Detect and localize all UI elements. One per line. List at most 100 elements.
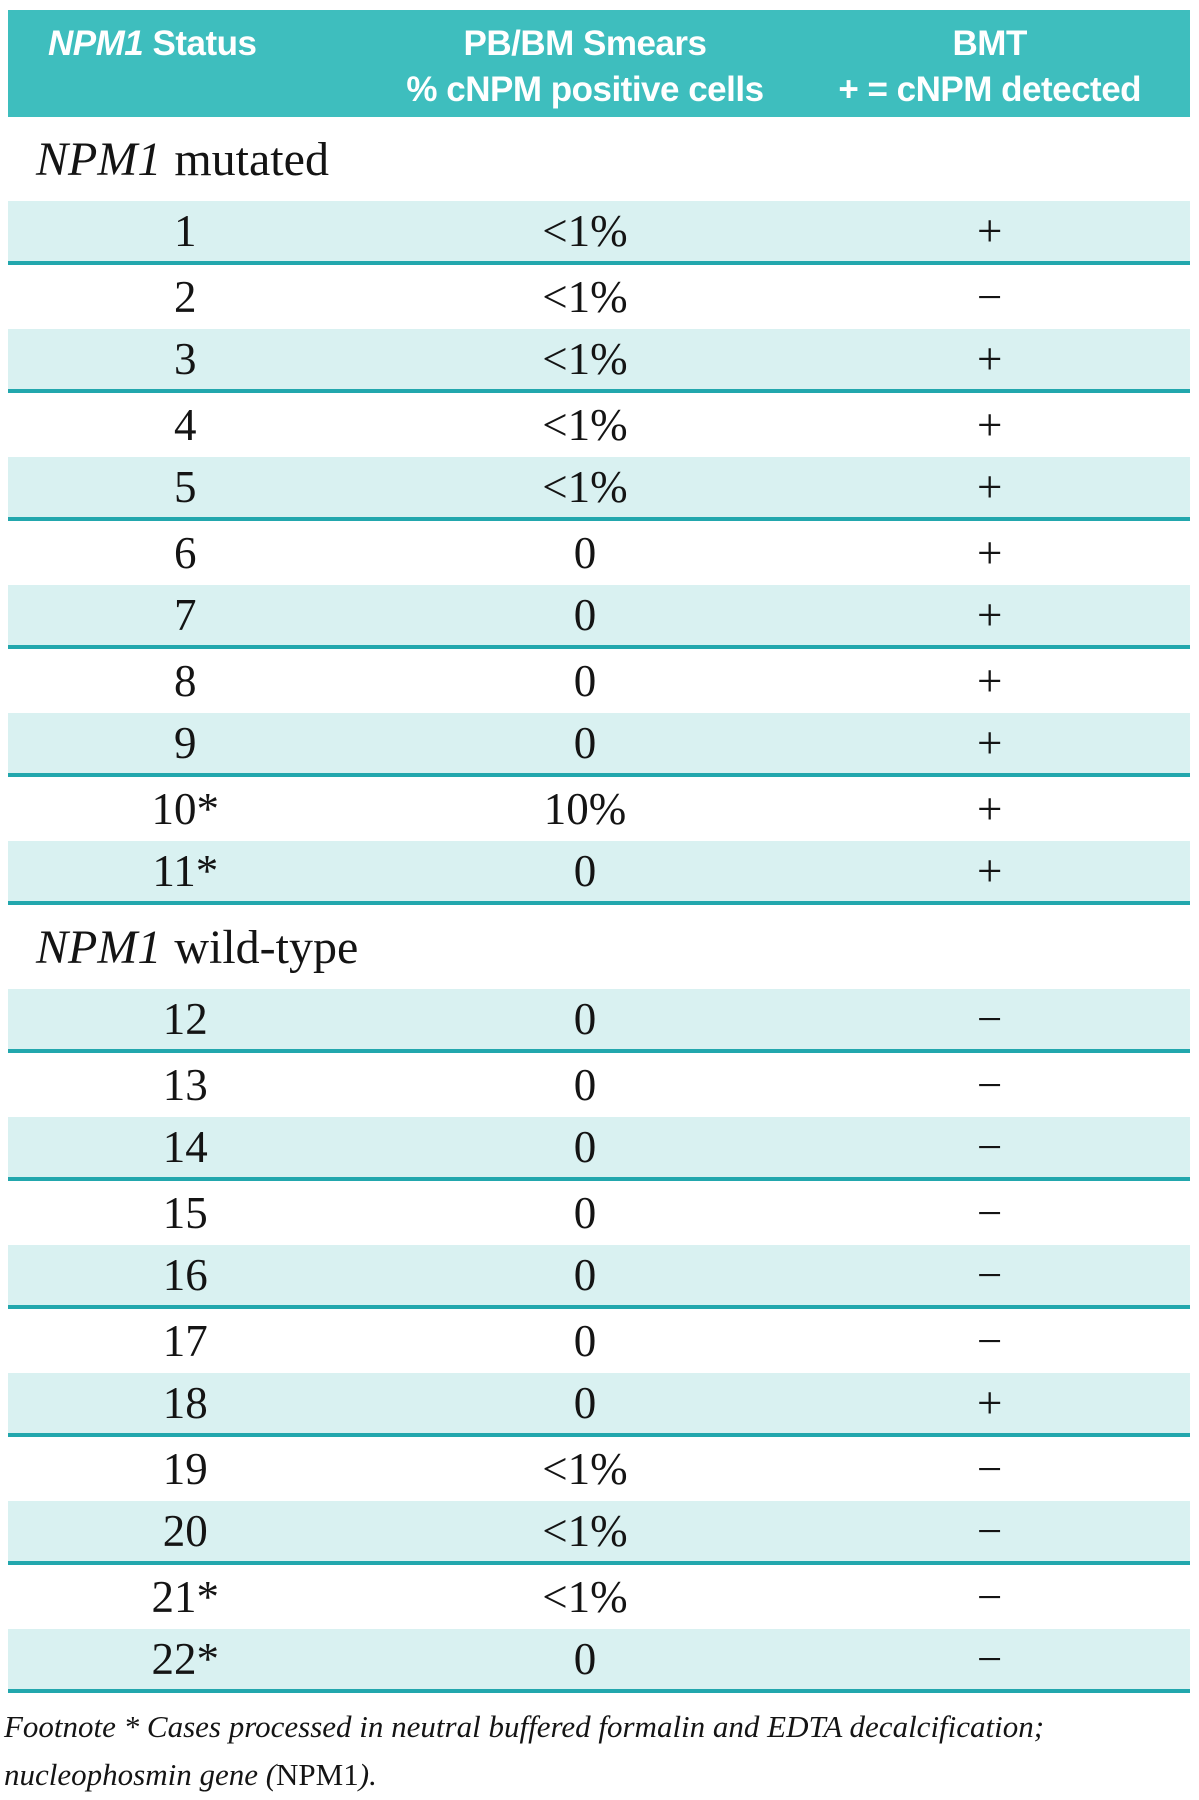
table-row: 20 <1% − xyxy=(8,1501,1190,1565)
table-row: 12 0 − xyxy=(8,989,1190,1053)
smear-percent-cell: 0 xyxy=(573,1250,597,1300)
smear-percent-cell: 10% xyxy=(543,784,627,834)
row-id-cell: 4 xyxy=(174,400,197,450)
row-id-cell: 7 xyxy=(174,590,197,640)
row-id-cell: 13 xyxy=(162,1060,208,1110)
row-id-cell: 14 xyxy=(162,1122,208,1172)
table-row: 11* 0 + xyxy=(8,841,1190,905)
smear-percent-cell: <1% xyxy=(542,462,628,512)
smear-percent-cell: <1% xyxy=(542,400,628,450)
row-id-cell: 15 xyxy=(162,1188,208,1238)
header-col-status: NPM1 Status xyxy=(8,10,363,117)
table-row: 6 0 + xyxy=(8,521,1190,585)
smear-percent-cell: 0 xyxy=(573,528,597,578)
table-row: 21* <1% − xyxy=(8,1565,1190,1629)
footnote-line-1: Footnote * Cases processed in neutral bu… xyxy=(4,1703,1190,1751)
bmt-result-cell: − xyxy=(976,1316,1003,1366)
bmt-result-cell: − xyxy=(976,1250,1003,1300)
smear-percent-cell: 0 xyxy=(573,1316,597,1366)
gene-name: NPM1 xyxy=(36,132,162,186)
row-id-cell: 3 xyxy=(174,334,197,384)
column-subtitle: % cNPM positive cells xyxy=(406,70,764,109)
bmt-result-cell: + xyxy=(976,334,1003,384)
column-subtitle: + = cNPM detected xyxy=(838,70,1142,109)
smear-percent-cell: <1% xyxy=(542,1444,628,1494)
row-id-cell: 5 xyxy=(174,462,197,512)
row-id-cell: 17 xyxy=(162,1316,208,1366)
table-row: 1 <1% + xyxy=(8,201,1190,265)
column-title: BMT xyxy=(952,24,1028,63)
row-id-cell: 16 xyxy=(162,1250,208,1300)
footnote-text: ). xyxy=(358,1757,377,1792)
table-row: 9 0 + xyxy=(8,713,1190,777)
bmt-result-cell: − xyxy=(976,1122,1003,1172)
column-title: NPM1 Status xyxy=(48,21,363,67)
row-id-cell: 20 xyxy=(162,1506,208,1556)
smear-percent-cell: <1% xyxy=(542,272,628,322)
bmt-result-cell: − xyxy=(976,272,1003,322)
table-body: NPM1 mutated 1 <1% +2 <1% −3 <1% +4 <1% +5 <1% +6 0 +7… xyxy=(8,117,1190,1693)
smear-percent-cell: 0 xyxy=(573,656,597,706)
row-id-cell: 21* xyxy=(151,1572,220,1622)
bmt-result-cell: − xyxy=(976,1506,1003,1556)
row-id-cell: 2 xyxy=(174,272,197,322)
table-row: 4 <1% + xyxy=(8,393,1190,457)
section-title: NPM1 mutated xyxy=(8,117,1190,201)
table-row: 19 <1% − xyxy=(8,1437,1190,1501)
table-row: 5 <1% + xyxy=(8,457,1190,521)
smear-percent-cell: 0 xyxy=(573,1122,597,1172)
smear-percent-cell: 0 xyxy=(573,1188,597,1238)
bmt-result-cell: − xyxy=(976,994,1003,1044)
smear-percent-cell: 0 xyxy=(573,1378,597,1428)
bmt-result-cell: + xyxy=(976,656,1003,706)
bmt-result-cell: − xyxy=(976,1634,1003,1684)
row-id-cell: 11* xyxy=(152,846,219,896)
bmt-result-cell: + xyxy=(976,590,1003,640)
bmt-result-cell: − xyxy=(976,1188,1003,1238)
bmt-result-cell: + xyxy=(976,462,1003,512)
footnote-text: Footnote * Cases processed in neutral bu… xyxy=(4,1709,1045,1744)
table-row: 13 0 − xyxy=(8,1053,1190,1117)
smear-percent-cell: 0 xyxy=(573,1634,597,1684)
footnote-text: nucleophosmin gene ( xyxy=(4,1757,277,1792)
table-figure: NPM1 Status PB/BM Smears % cNPM positive… xyxy=(4,10,1190,1799)
table-row: 2 <1% − xyxy=(8,265,1190,329)
smear-percent-cell: 0 xyxy=(573,590,597,640)
header-col-smears: PB/BM Smears % cNPM positive cells xyxy=(363,10,836,117)
smear-percent-cell: 0 xyxy=(573,718,597,768)
bmt-result-cell: − xyxy=(976,1572,1003,1622)
section-label: mutated xyxy=(174,132,329,186)
table-row: 8 0 + xyxy=(8,649,1190,713)
bmt-result-cell: + xyxy=(976,846,1003,896)
row-id-cell: 12 xyxy=(162,994,208,1044)
gene-name: NPM1 xyxy=(48,24,144,63)
bmt-result-cell: + xyxy=(976,528,1003,578)
bmt-result-cell: + xyxy=(976,206,1003,256)
table-row: 17 0 − xyxy=(8,1309,1190,1373)
table-row: 14 0 − xyxy=(8,1117,1190,1181)
section-label: wild-type xyxy=(174,920,359,974)
row-id-cell: 22* xyxy=(151,1634,220,1684)
bmt-result-cell: + xyxy=(976,400,1003,450)
section-title: NPM1 wild-type xyxy=(8,905,1190,989)
smear-percent-cell: 0 xyxy=(573,1060,597,1110)
row-id-cell: 9 xyxy=(174,718,197,768)
table-header: NPM1 Status PB/BM Smears % cNPM positive… xyxy=(8,10,1190,117)
smear-percent-cell: <1% xyxy=(542,206,628,256)
table-row: 15 0 − xyxy=(8,1181,1190,1245)
row-id-cell: 19 xyxy=(162,1444,208,1494)
table-row: 16 0 − xyxy=(8,1245,1190,1309)
table-row: 10* 10% + xyxy=(8,777,1190,841)
bmt-result-cell: + xyxy=(976,1378,1003,1428)
row-id-cell: 18 xyxy=(162,1378,208,1428)
smear-percent-cell: <1% xyxy=(542,1572,628,1622)
smear-percent-cell: <1% xyxy=(542,1506,628,1556)
header-col-bmt: BMT + = cNPM detected xyxy=(835,10,1190,117)
bmt-result-cell: + xyxy=(976,784,1003,834)
gene-name: NPM1 xyxy=(276,1757,359,1792)
bmt-result-cell: + xyxy=(976,718,1003,768)
smear-percent-cell: <1% xyxy=(542,334,628,384)
table-row: 3 <1% + xyxy=(8,329,1190,393)
smear-percent-cell: 0 xyxy=(573,994,597,1044)
row-id-cell: 10* xyxy=(151,784,220,834)
